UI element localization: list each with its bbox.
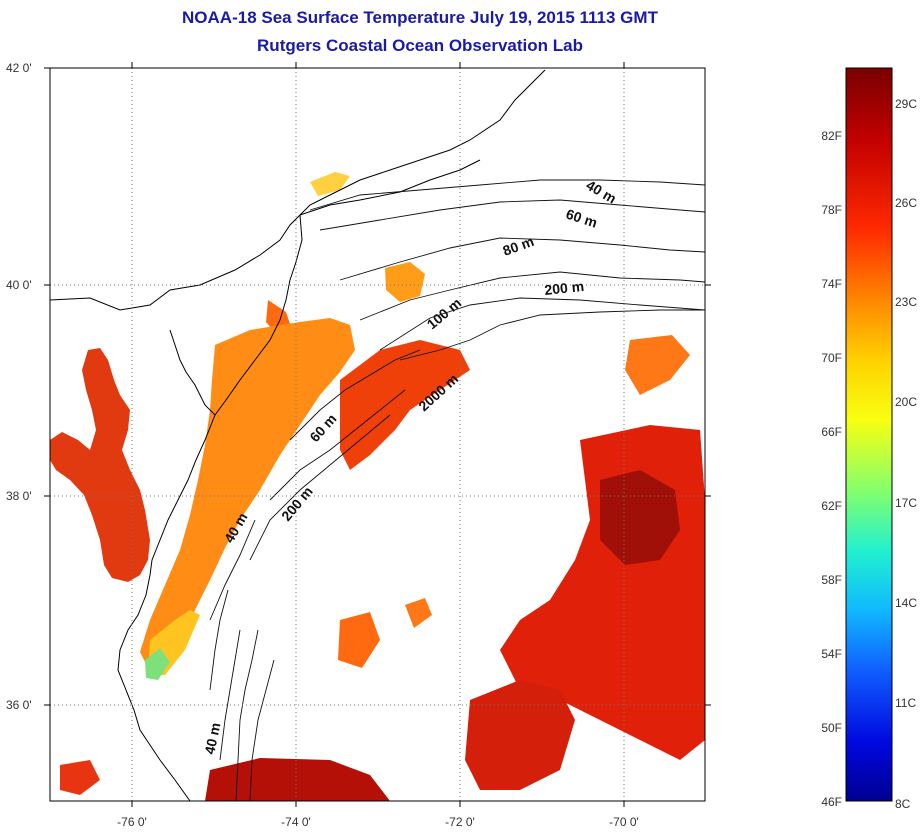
cb-f-78: 78F (821, 203, 842, 217)
cb-c-14: 14C (895, 596, 917, 610)
shelf-cyan-patch (145, 648, 170, 680)
lat-label-36: 36 0' (6, 698, 32, 712)
cb-f-82: 82F (821, 129, 842, 143)
lat-label-40: 40 0' (6, 278, 32, 292)
offshore-orange-small (338, 612, 380, 668)
lon-label-72: -72 0' (445, 815, 475, 829)
isobath-label-40m-south: 40 m (201, 721, 223, 756)
lon-label-76: -76 0' (117, 815, 147, 829)
cb-c-20: 20C (895, 395, 917, 409)
lon-label-70: -70 0' (609, 815, 639, 829)
lat-label-38: 38 0' (6, 489, 32, 503)
cb-f-66: 66F (821, 425, 842, 439)
cb-c-23: 23C (895, 295, 917, 309)
map-subtitle: Rutgers Coastal Ocean Observation Lab (257, 36, 583, 55)
offshore-dark-eddy (600, 470, 680, 565)
cb-c-29: 29C (895, 97, 917, 111)
cb-c-17: 17C (895, 496, 917, 510)
lat-label-42: 42 0' (6, 61, 32, 75)
chesapeake-bay-sst (50, 348, 150, 582)
colorbar-fahrenheit-labels: 82F 78F 74F 70F 66F 62F 58F 54F 50F 46F (821, 129, 842, 809)
cb-c-26: 26C (895, 196, 917, 210)
offshore-red-patch-south (465, 680, 575, 790)
map-title: NOAA-18 Sea Surface Temperature July 19,… (182, 8, 658, 27)
cb-f-54: 54F (821, 647, 842, 661)
map-frame (49, 67, 706, 802)
colorbar (845, 67, 893, 802)
offshore-orange-small-2 (405, 598, 432, 628)
isobath-label-200m: 200 m (544, 278, 585, 298)
carolina-coastal-red (60, 760, 100, 795)
cb-f-58: 58F (821, 573, 842, 587)
axis-ticks (44, 62, 711, 807)
offshore-orange-patch (625, 335, 690, 395)
cb-c-8: 8C (895, 797, 911, 811)
colorbar-celsius-labels: 29C 26C 23C 20C 17C 14C 11C 8C (895, 97, 917, 811)
cb-f-70: 70F (821, 351, 842, 365)
isobath-lines (209, 179, 705, 801)
cb-f-46: 46F (821, 795, 842, 809)
cb-f-62: 62F (821, 499, 842, 513)
cb-f-50: 50F (821, 721, 842, 735)
shelf-warm-plume (140, 318, 355, 672)
cb-c-11: 11C (895, 696, 916, 710)
cb-f-74: 74F (821, 277, 842, 291)
shelf-break-red (340, 340, 470, 470)
lon-label-74: -74 0' (281, 815, 311, 829)
nj-coastal-sst (385, 262, 425, 302)
